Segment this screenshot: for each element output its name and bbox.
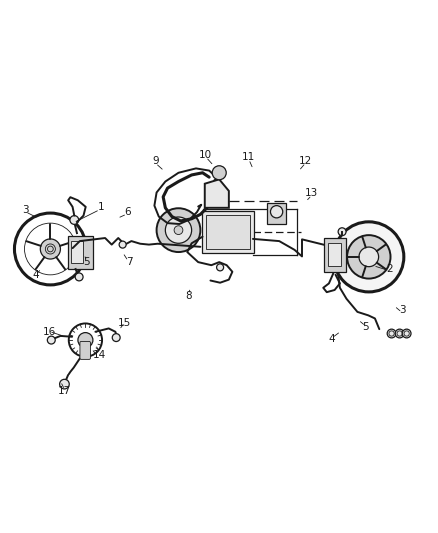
Circle shape	[402, 329, 411, 338]
Text: 3: 3	[399, 305, 406, 316]
FancyBboxPatch shape	[71, 241, 83, 263]
Text: 7: 7	[126, 257, 133, 267]
Text: 3: 3	[22, 205, 29, 215]
Circle shape	[395, 329, 404, 338]
Circle shape	[119, 241, 126, 248]
Text: 4: 4	[32, 270, 39, 280]
Text: 13: 13	[305, 188, 318, 198]
Circle shape	[359, 247, 378, 266]
FancyBboxPatch shape	[80, 342, 90, 359]
Text: 1: 1	[97, 203, 104, 212]
Circle shape	[75, 273, 83, 281]
Circle shape	[78, 333, 93, 348]
Text: 17: 17	[58, 386, 71, 397]
Circle shape	[347, 235, 391, 279]
Circle shape	[157, 208, 201, 252]
Circle shape	[166, 217, 192, 243]
Circle shape	[40, 239, 60, 259]
Circle shape	[271, 206, 283, 218]
Circle shape	[60, 379, 69, 389]
Text: 16: 16	[42, 327, 56, 337]
Text: 5: 5	[83, 257, 90, 267]
Circle shape	[216, 264, 224, 271]
FancyBboxPatch shape	[328, 243, 341, 266]
Text: 15: 15	[118, 318, 131, 328]
Circle shape	[387, 329, 396, 338]
Text: 11: 11	[242, 152, 255, 162]
FancyBboxPatch shape	[324, 238, 346, 272]
FancyBboxPatch shape	[68, 236, 93, 269]
Text: 9: 9	[152, 156, 159, 166]
Text: 2: 2	[386, 264, 393, 273]
Circle shape	[47, 336, 55, 344]
Text: 5: 5	[362, 322, 369, 332]
Text: 4: 4	[328, 334, 336, 344]
Circle shape	[338, 228, 346, 236]
Text: 14: 14	[93, 350, 106, 360]
Text: 12: 12	[299, 156, 312, 166]
Circle shape	[70, 216, 79, 224]
Circle shape	[334, 222, 404, 292]
Circle shape	[112, 334, 120, 342]
FancyBboxPatch shape	[201, 211, 254, 253]
Text: 8: 8	[185, 291, 192, 301]
Circle shape	[174, 226, 183, 235]
Polygon shape	[205, 179, 229, 208]
FancyBboxPatch shape	[206, 215, 250, 249]
FancyBboxPatch shape	[267, 203, 286, 224]
Text: 10: 10	[199, 150, 212, 160]
Circle shape	[212, 166, 226, 180]
Text: 6: 6	[124, 207, 131, 217]
